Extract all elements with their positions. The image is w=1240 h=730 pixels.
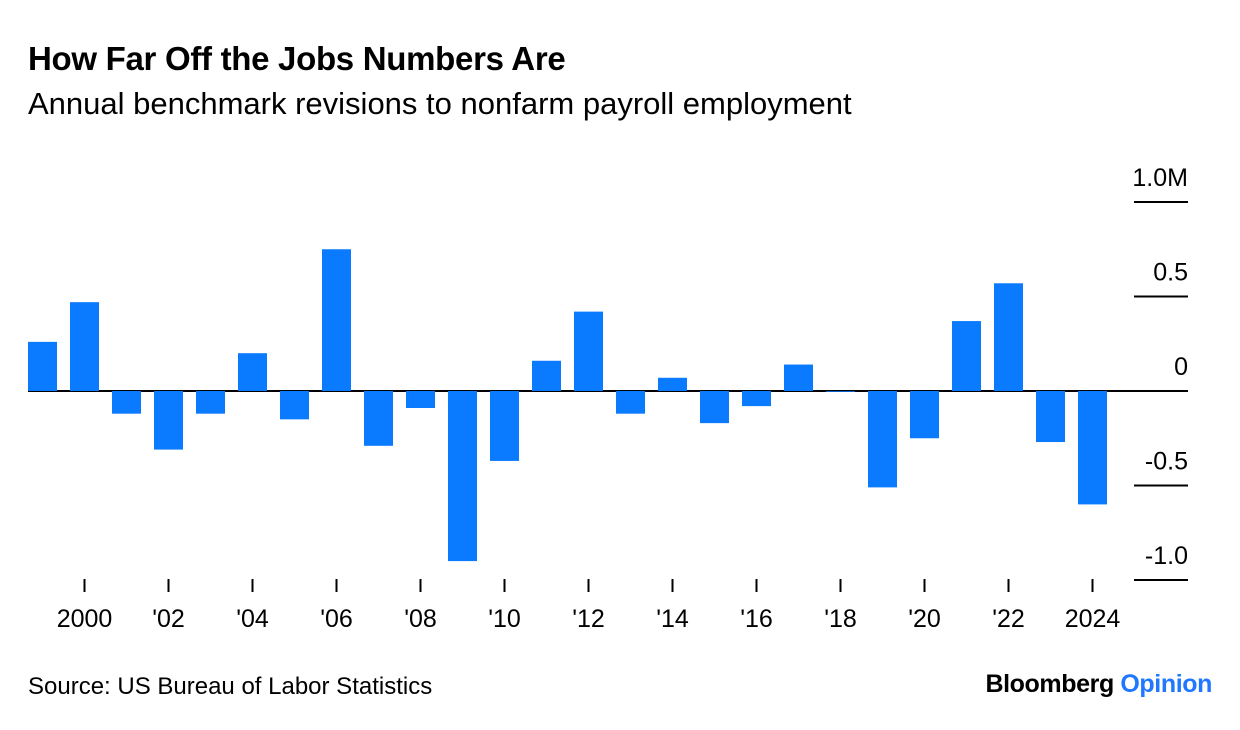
x-tick-label: '04 xyxy=(236,605,269,633)
bars xyxy=(28,249,1107,562)
bar-2003 xyxy=(196,391,225,414)
chart-title: How Far Off the Jobs Numbers Are xyxy=(28,40,566,77)
bar-2011 xyxy=(532,360,561,391)
bar-2021 xyxy=(952,321,981,391)
x-tick-label: '18 xyxy=(824,605,857,633)
x-tick-label: '16 xyxy=(740,605,773,633)
bar-2012 xyxy=(574,311,603,391)
bar-2009 xyxy=(448,391,477,562)
x-tick-label: '06 xyxy=(320,605,353,633)
x-tick-label: '08 xyxy=(404,605,437,633)
y-tick-label: 0.5 xyxy=(1153,259,1188,287)
bar-2001 xyxy=(112,391,141,414)
bar-2013 xyxy=(616,391,645,414)
x-tick-label: '10 xyxy=(488,605,521,633)
x-tick-label: '02 xyxy=(152,605,185,633)
x-tick-label: '12 xyxy=(572,605,605,633)
x-tick-label: 2000 xyxy=(57,605,113,633)
x-axis: 2000 '02 '04 '06 '08 '10 '12 '14 '16 '18 '20 '22 202… xyxy=(57,579,1121,633)
bloomberg-opinion-logo: Bloomberg Opinion xyxy=(985,670,1212,699)
bar-2023 xyxy=(1036,391,1065,443)
bar-2019 xyxy=(868,391,897,488)
brand-name: Bloomberg xyxy=(985,670,1114,698)
x-tick-label: 2024 xyxy=(1065,605,1121,633)
bar-2004 xyxy=(238,353,267,391)
bar-2000 xyxy=(70,302,99,391)
bar-2015 xyxy=(700,391,729,424)
y-tick-label: 1.0M xyxy=(1132,164,1188,192)
bar-2006 xyxy=(322,249,351,391)
source-note: Source: US Bureau of Labor Statistics xyxy=(28,673,433,700)
x-tick-label: '14 xyxy=(656,605,689,633)
x-tick-label: '22 xyxy=(992,605,1025,633)
bar-2017 xyxy=(784,364,813,391)
bar-2024 xyxy=(1078,391,1107,505)
y-tick-label: -0.5 xyxy=(1145,448,1188,476)
bar-2008 xyxy=(406,391,435,409)
bar-2005 xyxy=(280,391,309,420)
bar-2018 xyxy=(826,391,855,392)
brand-accent: Opinion xyxy=(1120,670,1212,698)
chart-subtitle: Annual benchmark revisions to nonfarm pa… xyxy=(28,86,852,121)
bar-1999 xyxy=(28,341,57,391)
bar-2007 xyxy=(364,391,393,446)
y-tick-label: -1.0 xyxy=(1145,542,1188,570)
y-tick-label: 0 xyxy=(1174,353,1188,381)
bar-2022 xyxy=(994,283,1023,391)
x-tick-label: '20 xyxy=(908,605,941,633)
bar-2016 xyxy=(742,391,771,407)
bar-2002 xyxy=(154,391,183,450)
bar-2010 xyxy=(490,391,519,461)
bar-2020 xyxy=(910,391,939,439)
bar-2014 xyxy=(658,377,687,391)
